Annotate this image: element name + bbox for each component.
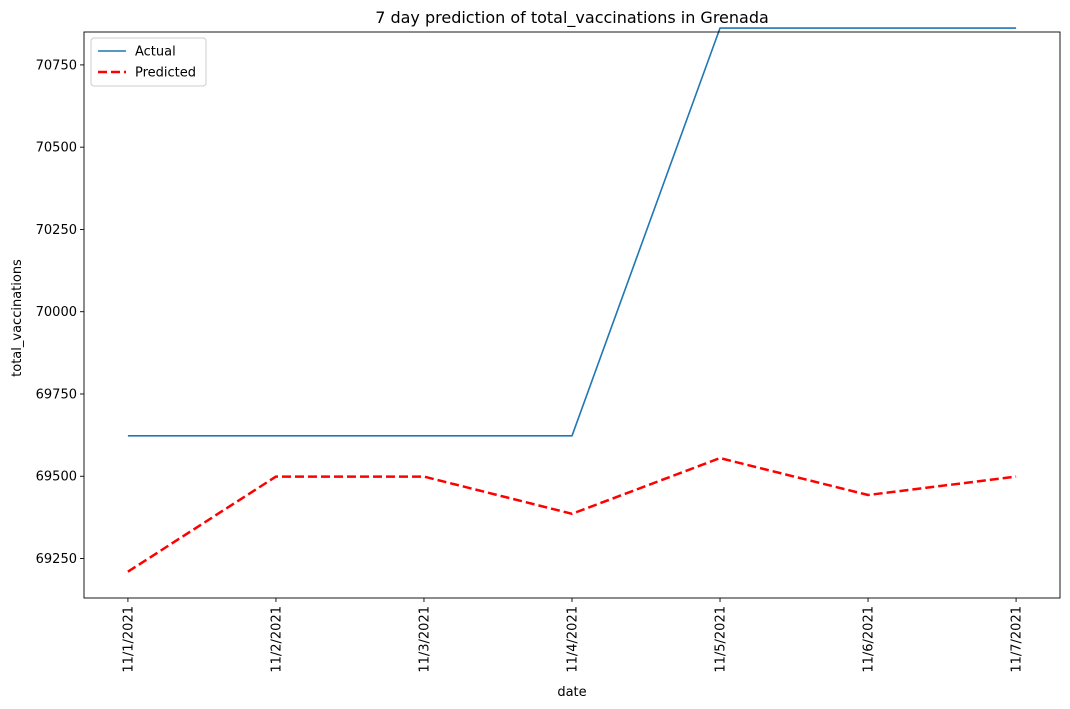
x-tick-label: 11/7/2021 [1010, 606, 1025, 673]
series-line-actual [127, 27, 1017, 437]
plot-area [83, 27, 1061, 599]
series-line-predicted [127, 456, 1017, 573]
x-tick-label: 11/6/2021 [862, 606, 877, 673]
chart-title: 7 day prediction of total_vaccinations i… [375, 8, 769, 28]
y-tick-label: 70000 [36, 305, 77, 320]
y-tick-label: 70250 [36, 223, 77, 238]
y-tick-label: 69250 [36, 552, 77, 567]
y-axis-label: total_vaccinations [10, 259, 25, 377]
x-tick-label: 11/4/2021 [566, 606, 581, 673]
x-tick-label: 11/3/2021 [417, 606, 432, 673]
legend: Actual Predicted [90, 37, 207, 87]
legend-label-actual: Actual [135, 45, 176, 60]
x-axis-label: date [557, 685, 586, 700]
x-axis: 11/1/2021 11/2/2021 11/3/2021 11/4/2021 11/5… [121, 598, 1025, 673]
y-tick-label: 69750 [36, 387, 77, 402]
legend-box [90, 37, 207, 87]
y-tick-label: 69500 [36, 470, 77, 485]
x-tick-label: 11/1/2021 [121, 606, 136, 673]
x-tick-label: 11/5/2021 [714, 606, 729, 673]
y-tick-label: 70750 [36, 58, 77, 73]
y-axis: 69250 69500 69750 70000 70250 70500 70750 [36, 58, 84, 567]
x-tick-label: 11/2/2021 [269, 606, 284, 673]
legend-label-predicted: Predicted [135, 66, 196, 81]
y-tick-label: 70500 [36, 141, 77, 156]
